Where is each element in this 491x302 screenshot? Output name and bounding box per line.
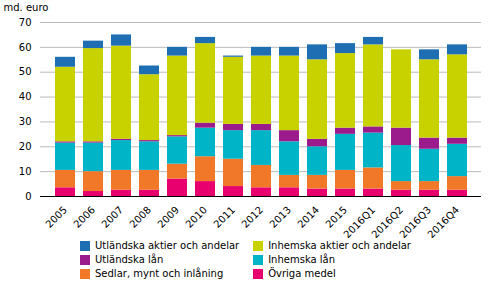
html-text:Utländska lån: Utländska lån: [95, 254, 164, 265]
svg-text:30: 30: [19, 116, 32, 127]
svg-text:40: 40: [19, 91, 32, 102]
svg-text:70: 70: [19, 17, 32, 28]
svg-text:0: 0: [25, 191, 31, 202]
svg-text:2010: 2010: [183, 204, 209, 230]
svg-text:50: 50: [19, 66, 32, 77]
svg-text:2008: 2008: [127, 204, 153, 230]
svg-text:2011: 2011: [211, 204, 237, 230]
svg-text:2005: 2005: [43, 204, 69, 230]
html-text:Utländska aktier och andelar: Utländska aktier och andelar: [95, 240, 240, 251]
html-text:Sedlar, mynt och inlåning: Sedlar, mynt och inlåning: [95, 268, 224, 279]
html-text:Inhemska lån: Inhemska lån: [268, 254, 336, 265]
html-text:Övriga medel: Övriga medel: [268, 268, 336, 279]
svg-text:2007: 2007: [99, 204, 125, 230]
svg-text:2016Q4: 2016Q4: [425, 204, 461, 238]
svg-text:md. euro: md. euro: [4, 2, 49, 13]
svg-text:20: 20: [19, 141, 32, 152]
svg-text:10: 10: [19, 166, 32, 177]
svg-text:2014: 2014: [295, 204, 321, 230]
svg-text:2006: 2006: [71, 204, 97, 230]
svg-text:2009: 2009: [155, 204, 181, 230]
svg-text:2015: 2015: [323, 204, 349, 230]
svg-text:2012: 2012: [239, 204, 265, 230]
svg-text:60: 60: [19, 42, 32, 53]
svg-text:2013: 2013: [267, 204, 293, 230]
html-text:Inhemska aktier och andelar: Inhemska aktier och andelar: [268, 240, 411, 251]
